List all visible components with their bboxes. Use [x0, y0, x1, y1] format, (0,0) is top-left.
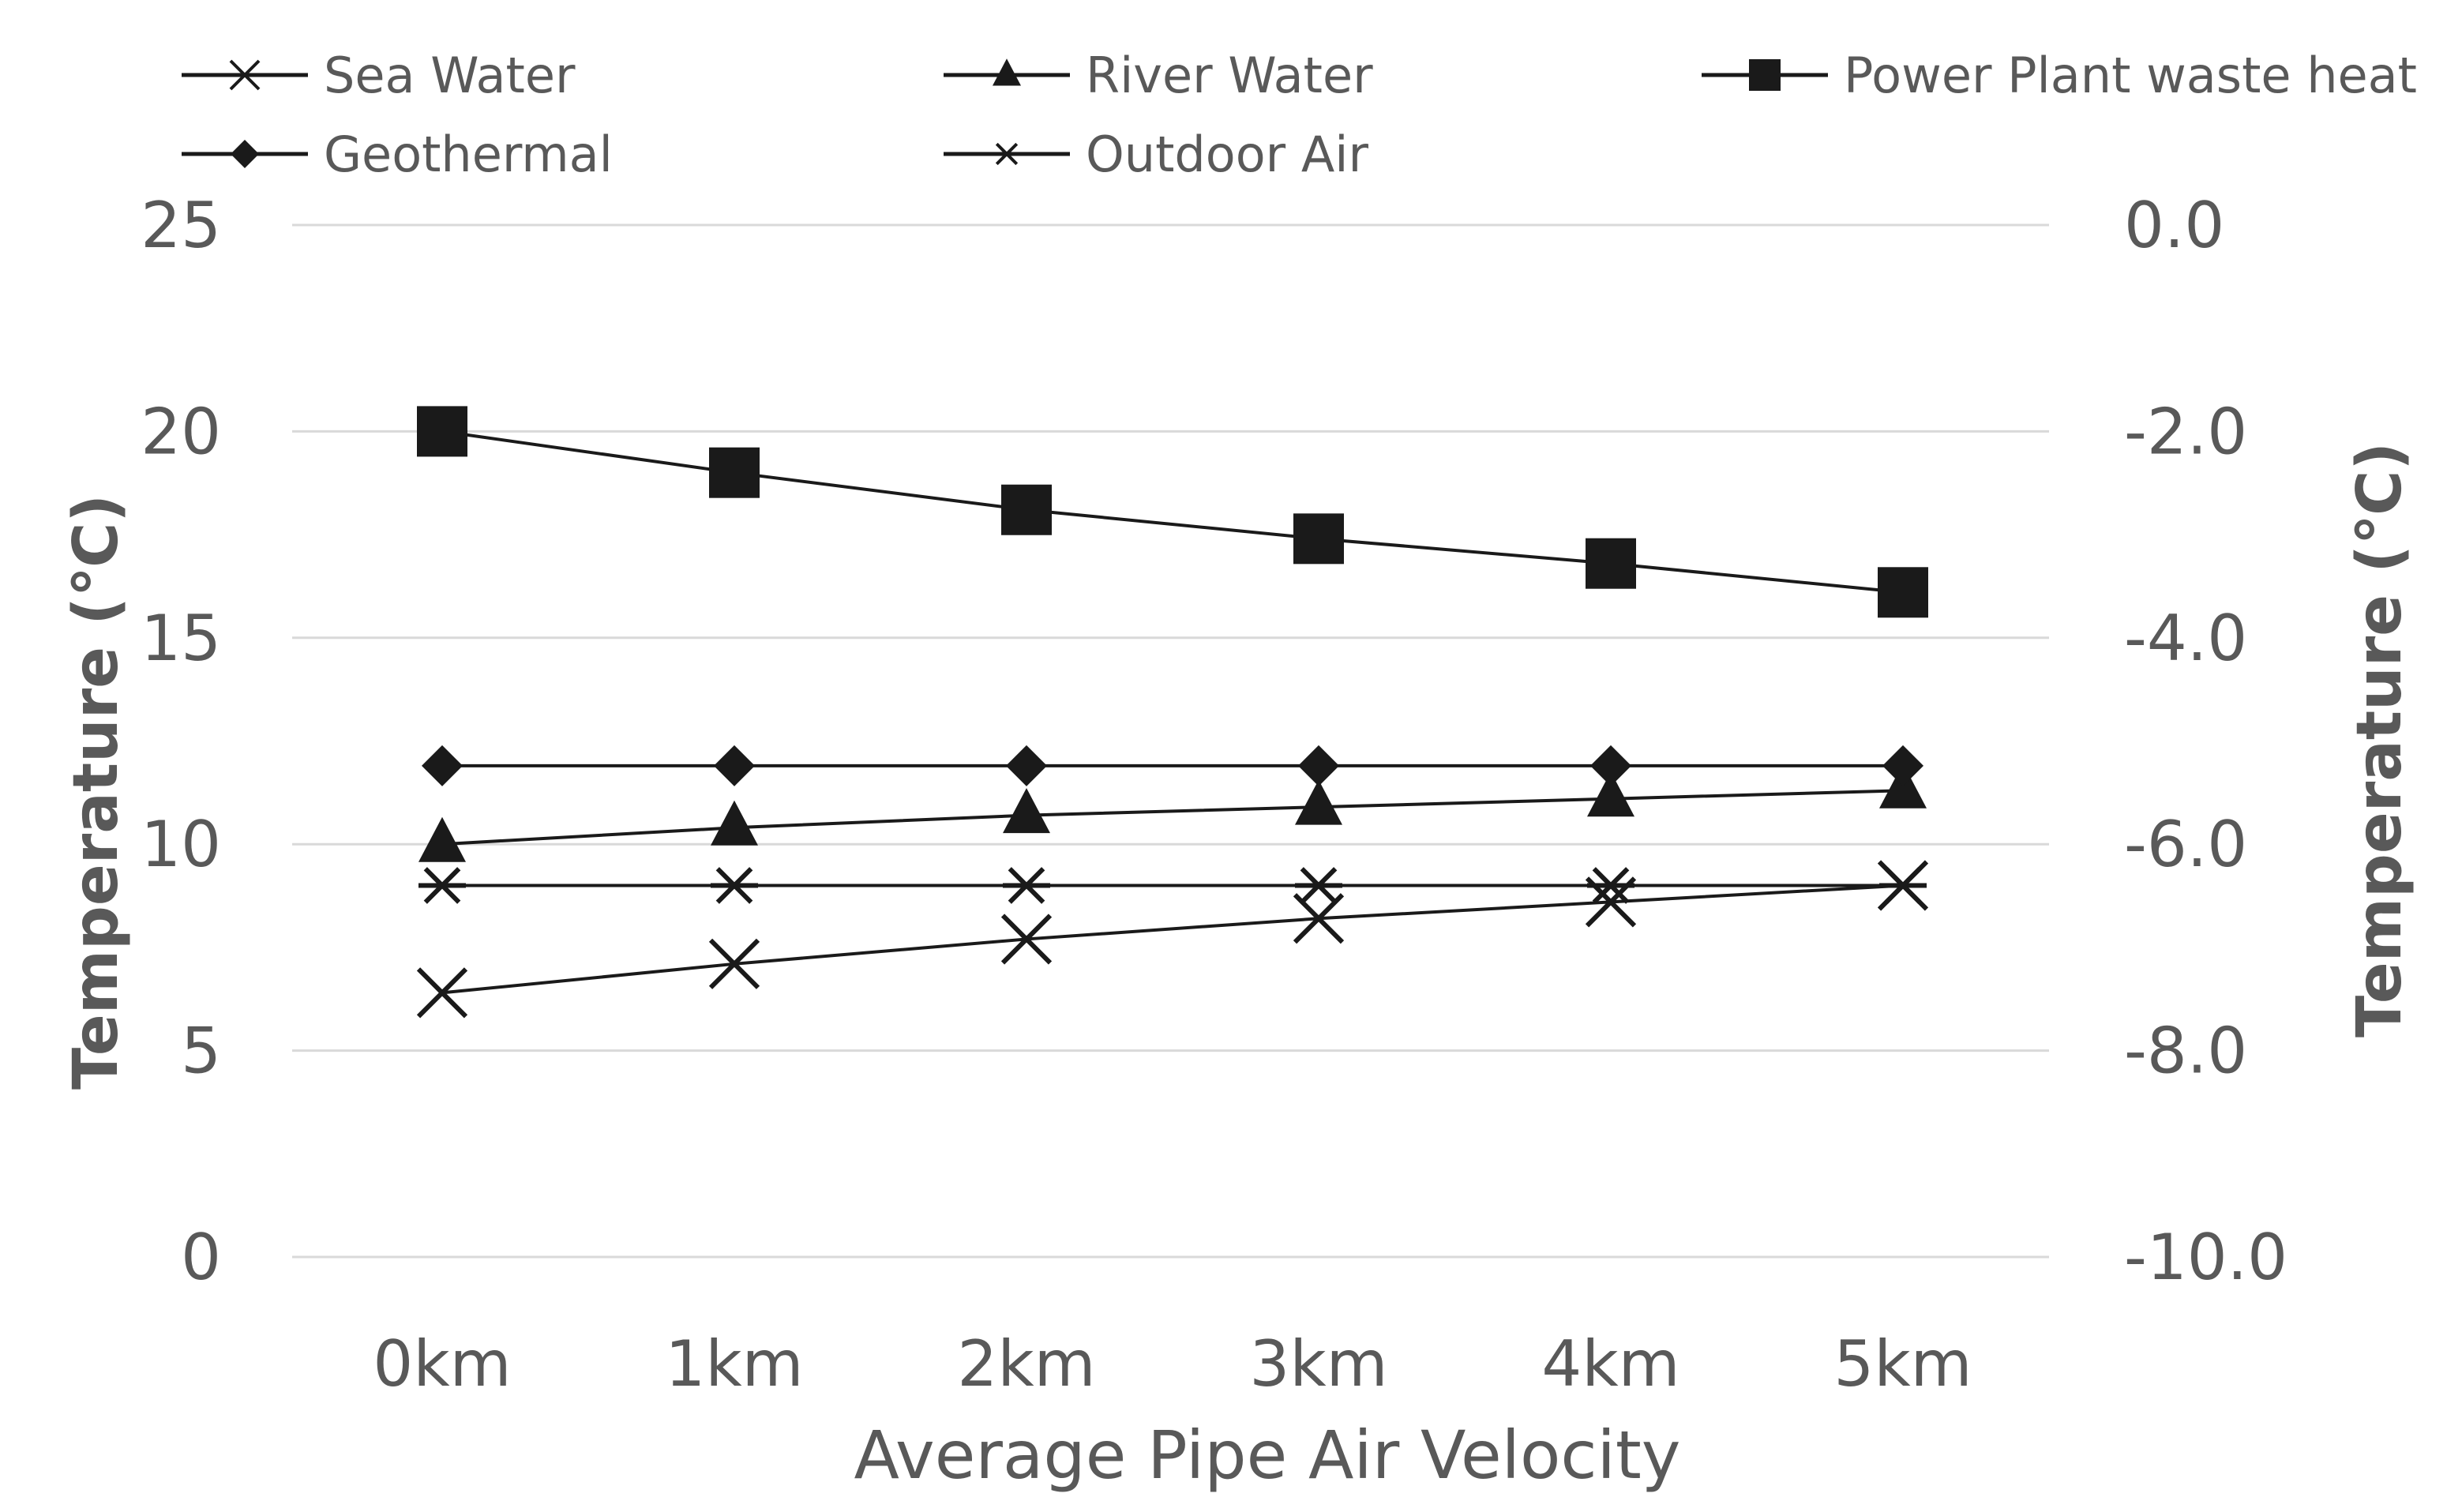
point-river-water-1	[711, 800, 758, 846]
legend-label-sea-water: Sea Water	[324, 47, 576, 104]
legend-item-river-water: River Water	[944, 47, 1373, 104]
point-outdoor-air-1	[711, 867, 758, 904]
legend-item-power-plant-waste-heat: Power Plant waste heat	[1702, 47, 2417, 104]
y2-tick-label--2.0: -2.0	[2124, 395, 2247, 468]
y2-tick-label-0.0: 0.0	[2124, 189, 2224, 262]
legend-item-geothermal: Geothermal	[182, 126, 613, 183]
series-river-water	[418, 763, 1927, 862]
x-tick-label-5km: 5km	[1833, 1327, 1972, 1401]
x-tick-label-2km: 2km	[957, 1327, 1095, 1401]
y2-tick-label--4.0: -4.0	[2124, 602, 2247, 675]
point-power-plant-waste-heat-3	[1293, 513, 1344, 565]
series-line-sea-water	[441, 884, 1904, 995]
y2-axis-title: Temperature (℃)	[2344, 442, 2415, 1037]
right-axis-ticks: -10.0 -8.0 -6.0 -4.0 -2.0 0.0	[2124, 189, 2287, 1294]
point-power-plant-waste-heat-0	[417, 406, 467, 457]
point-geothermal-0	[422, 745, 463, 786]
legend-marker-river-water	[993, 58, 1021, 86]
left-axis-ticks: 0 5 10 15 20 25	[141, 189, 221, 1294]
y-axis-title: Temperature (℃)	[61, 494, 132, 1090]
x-tick-label-0km: 0km	[373, 1327, 511, 1401]
y2-tick-label--6.0: -6.0	[2124, 808, 2247, 881]
x-axis-title: Average Pipe Air Velocity	[854, 1416, 1680, 1494]
y-tick-label-10: 10	[141, 808, 221, 881]
point-sea-water-0	[416, 967, 468, 1019]
legend: Sea Water River Water Power Plant waste he…	[182, 47, 2417, 183]
series-sea-water	[416, 860, 1929, 1019]
point-geothermal-1	[714, 745, 755, 786]
y-tick-label-20: 20	[141, 395, 221, 468]
gridlines	[292, 223, 2049, 1259]
point-sea-water-5	[1877, 860, 1929, 911]
point-river-water-3	[1295, 779, 1342, 825]
point-geothermal-4	[1590, 745, 1631, 786]
y-tick-label-25: 25	[141, 189, 221, 262]
x-tick-label-1km: 1km	[665, 1327, 803, 1401]
legend-label-outdoor-air: Outdoor Air	[1086, 126, 1368, 183]
series-geothermal	[422, 745, 1923, 786]
legend-item-sea-water: Sea Water	[182, 47, 576, 104]
point-sea-water-2	[1000, 914, 1053, 965]
point-power-plant-waste-heat-2	[1001, 484, 1052, 535]
legend-label-river-water: River Water	[1086, 47, 1373, 104]
point-geothermal-3	[1298, 745, 1339, 786]
legend-marker-outdoor-air	[993, 142, 1021, 166]
x-axis-ticks: 0km 1km 2km 3km 4km 5km	[373, 1327, 1972, 1401]
point-power-plant-waste-heat-4	[1586, 538, 1636, 589]
y-tick-label-15: 15	[141, 602, 221, 675]
point-sea-water-3	[1293, 893, 1345, 944]
series-line-power-plant-waste-heat	[441, 430, 1904, 595]
point-river-water-2	[1003, 788, 1050, 834]
x-tick-label-3km: 3km	[1249, 1327, 1387, 1401]
point-outdoor-air-2	[1003, 867, 1050, 904]
point-outdoor-air-3	[1295, 867, 1342, 904]
point-river-water-4	[1587, 771, 1634, 817]
point-sea-water-1	[708, 938, 760, 989]
legend-marker-power-plant-waste-heat	[1749, 59, 1781, 91]
legend-marker-geothermal	[231, 140, 259, 168]
legend-label-power-plant-waste-heat: Power Plant waste heat	[1844, 47, 2417, 104]
point-sea-water-4	[1585, 876, 1637, 928]
point-outdoor-air-0	[418, 867, 466, 904]
legend-label-geothermal: Geothermal	[324, 126, 613, 183]
point-geothermal-2	[1006, 745, 1047, 786]
point-power-plant-waste-heat-1	[709, 447, 760, 498]
y-tick-label-0: 0	[181, 1221, 221, 1294]
y2-tick-label--8.0: -8.0	[2124, 1015, 2247, 1088]
series-power-plant-waste-heat	[417, 406, 1928, 618]
series-line-river-water	[441, 789, 1904, 846]
y2-tick-label--10.0: -10.0	[2124, 1221, 2287, 1294]
series-layer	[416, 406, 1929, 1019]
point-geothermal-5	[1882, 745, 1923, 786]
legend-item-outdoor-air: Outdoor Air	[944, 126, 1368, 183]
point-power-plant-waste-heat-5	[1878, 567, 1928, 618]
legend-marker-sea-water	[229, 59, 261, 91]
point-river-water-0	[418, 816, 466, 862]
x-tick-label-4km: 4km	[1541, 1327, 1679, 1401]
y-tick-label-5: 5	[181, 1015, 221, 1088]
